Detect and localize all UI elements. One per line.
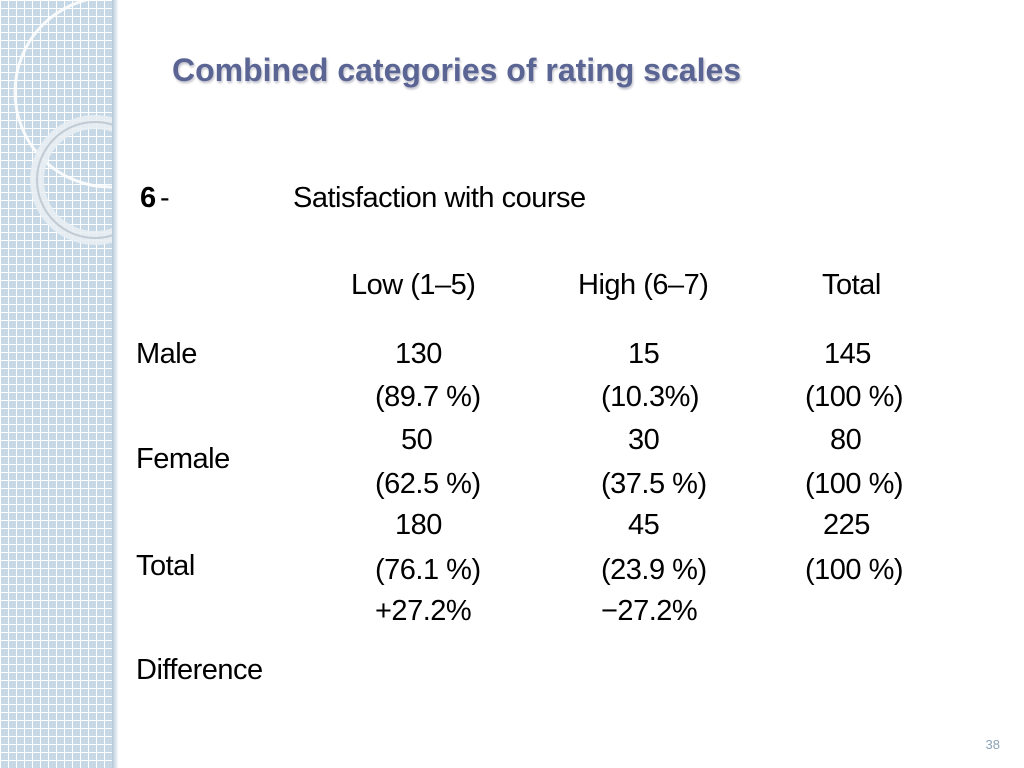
cell-percent: (100 %): [805, 554, 904, 586]
cell-count: 180: [395, 509, 442, 541]
cell-percent: (37.5 %): [601, 468, 707, 500]
cell-count: 15: [628, 338, 660, 370]
decorative-sidebar: [0, 0, 112, 768]
cell-percent: (10.3%): [601, 381, 700, 413]
cell-count: 45: [628, 509, 660, 541]
cell-percent: (62.5 %): [375, 468, 481, 500]
sidebar-edge: [112, 0, 118, 768]
cell-count: 225: [823, 509, 870, 541]
cell-percent: (76.1 %): [375, 554, 481, 586]
cell-percent: (89.7 %): [375, 381, 481, 413]
row-label-difference: Difference: [136, 654, 263, 686]
cell-count: 80: [830, 424, 862, 456]
cell-count: 50: [401, 424, 433, 456]
cell-percent: (100 %): [805, 468, 904, 500]
cell-percent: (100 %): [805, 381, 904, 413]
table-caption: Satisfaction with course: [293, 182, 586, 214]
cell-count: 145: [824, 338, 871, 370]
row-label-female: Female: [136, 443, 230, 475]
row-label-total: Total: [136, 550, 195, 582]
cell-count: 130: [395, 338, 442, 370]
cell-percent: (23.9 %): [601, 554, 707, 586]
section-dash: -: [160, 182, 170, 214]
difference-value: +27.2%: [375, 595, 472, 627]
decorative-rings: [13, 0, 112, 245]
row-label-male: Male: [136, 338, 197, 370]
column-header-total: Total: [822, 269, 881, 301]
slide-number: 38: [985, 737, 1000, 752]
column-header-low: Low (1–5): [351, 269, 476, 301]
slide-title: Combined categories of rating scales: [172, 52, 742, 88]
section-number: 6: [140, 182, 156, 214]
cell-count: 30: [628, 424, 660, 456]
difference-value: −27.2%: [601, 595, 698, 627]
column-header-high: High (6–7): [578, 269, 709, 301]
